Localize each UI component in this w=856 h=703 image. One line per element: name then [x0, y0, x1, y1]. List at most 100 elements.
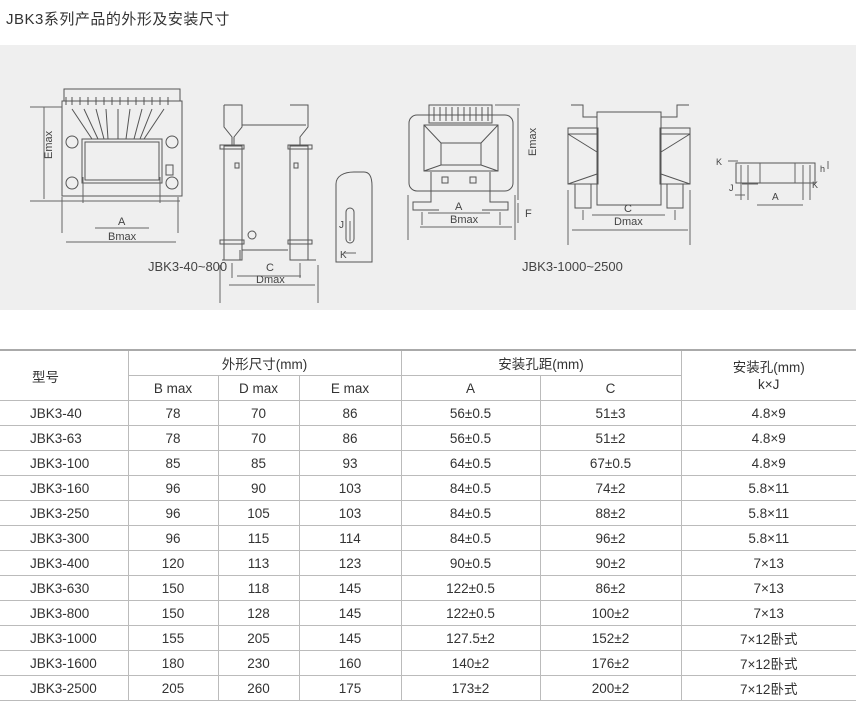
mounting-hole-detail	[335, 171, 373, 263]
front-view-small	[30, 88, 183, 243]
cell-dmax: 230	[217, 650, 299, 676]
cell-emax: 86	[298, 425, 401, 451]
cell-c: 100±2	[539, 600, 681, 626]
cell-a: 90±0.5	[400, 550, 540, 576]
cell-emax: 160	[298, 650, 401, 676]
cell-a: 56±0.5	[400, 425, 540, 451]
label-emax: Emax	[43, 130, 55, 159]
table-row: JBK3-100 85 85 93 64±0.5 67±0.5 4.8×9	[0, 450, 856, 476]
cell-model: JBK3-250	[0, 500, 128, 526]
cell-emax: 103	[298, 475, 401, 501]
cell-model: JBK3-630	[0, 575, 128, 601]
cell-dmax: 128	[217, 600, 299, 626]
label-bmax-2: Bmax	[450, 214, 479, 226]
cell-kj: 5.8×11	[680, 525, 856, 551]
cell-emax: 145	[298, 600, 401, 626]
cell-bmax: 120	[127, 550, 218, 576]
cell-a: 173±2	[400, 675, 540, 701]
cell-c: 176±2	[539, 650, 681, 676]
cell-a: 56±0.5	[400, 400, 540, 426]
cell-kj: 5.8×11	[680, 475, 856, 501]
cell-dmax: 205	[217, 625, 299, 651]
cell-model: JBK3-40	[0, 400, 128, 426]
cell-bmax: 96	[127, 525, 218, 551]
cell-kj: 4.8×9	[680, 400, 856, 426]
cell-emax: 145	[298, 625, 401, 651]
cell-emax: 123	[298, 550, 401, 576]
table-row: JBK3-160 96 90 103 84±0.5 74±2 5.8×11	[0, 475, 856, 501]
cell-dmax: 70	[217, 425, 299, 451]
cell-emax: 86	[298, 400, 401, 426]
cell-kj: 7×12卧式	[680, 675, 856, 701]
label-dmax: Dmax	[256, 274, 285, 286]
cell-dmax: 118	[217, 575, 299, 601]
table-row: JBK3-630 150 118 145 122±0.5 86±2 7×13	[0, 575, 856, 601]
cell-c: 74±2	[539, 475, 681, 501]
cell-bmax: 96	[127, 475, 218, 501]
cell-bmax: 180	[127, 650, 218, 676]
label-a-3: A	[772, 192, 779, 203]
table-row: JBK3-63 78 70 86 56±0.5 51±2 4.8×9	[0, 425, 856, 451]
cell-dmax: 70	[217, 400, 299, 426]
cell-model: JBK3-800	[0, 600, 128, 626]
cell-a: 140±2	[400, 650, 540, 676]
table-row: JBK3-1000 155 205 145 127.5±2 152±2 7×12卧式	[0, 625, 856, 651]
label-j-2: J	[729, 183, 734, 193]
cell-dmax: 115	[217, 525, 299, 551]
dimensions-table: 型号 外形尺寸(mm) 安装孔距(mm) 安装孔(mm) k×J B max D…	[0, 349, 856, 701]
cell-model: JBK3-1000	[0, 625, 128, 651]
header-bmax: B max	[127, 375, 218, 401]
table-row: JBK3-800 150 128 145 122±0.5 100±2 7×13	[0, 600, 856, 626]
label-c: C	[266, 262, 274, 274]
header-hole: 安装孔(mm) k×J	[680, 349, 856, 401]
cell-bmax: 155	[127, 625, 218, 651]
label-f: F	[525, 208, 532, 220]
cell-bmax: 96	[127, 500, 218, 526]
cell-a: 122±0.5	[400, 575, 540, 601]
header-spacing: 安装孔距(mm)	[400, 349, 681, 376]
side-view-large	[567, 104, 691, 245]
header-outline: 外形尺寸(mm)	[127, 349, 401, 376]
header-a: A	[400, 375, 540, 401]
cell-model: JBK3-2500	[0, 675, 128, 701]
cell-bmax: 78	[127, 400, 218, 426]
cell-emax: 93	[298, 450, 401, 476]
cell-bmax: 150	[127, 575, 218, 601]
label-dmax-2: Dmax	[614, 216, 643, 228]
cell-kj: 7×13	[680, 550, 856, 576]
label-j: J	[339, 220, 344, 231]
label-k-3: K	[812, 180, 818, 190]
mounting-hole-detail-large	[728, 160, 829, 206]
cell-a: 64±0.5	[400, 450, 540, 476]
header-dmax: D max	[217, 375, 299, 401]
cell-model: JBK3-160	[0, 475, 128, 501]
cell-c: 88±2	[539, 500, 681, 526]
cell-a: 84±0.5	[400, 475, 540, 501]
cell-c: 51±3	[539, 400, 681, 426]
table-row: JBK3-2500 205 260 175 173±2 200±2 7×12卧式	[0, 675, 856, 701]
cell-kj: 7×12卧式	[680, 650, 856, 676]
cell-bmax: 150	[127, 600, 218, 626]
label-a: A	[118, 216, 126, 228]
cell-kj: 7×13	[680, 600, 856, 626]
label-k: K	[340, 250, 347, 261]
table-row: JBK3-300 96 115 114 84±0.5 96±2 5.8×11	[0, 525, 856, 551]
label-bmax: Bmax	[108, 231, 137, 243]
cell-emax: 175	[298, 675, 401, 701]
table-row: JBK3-40 78 70 86 56±0.5 51±3 4.8×9	[0, 400, 856, 426]
outline-drawings: Emax A Bmax C Dmax J K	[30, 88, 829, 303]
cell-a: 84±0.5	[400, 500, 540, 526]
header-c: C	[539, 375, 681, 401]
label-a-2: A	[455, 201, 463, 213]
cell-a: 84±0.5	[400, 525, 540, 551]
header-hole-title: 安装孔(mm)	[732, 359, 805, 375]
cell-kj: 4.8×9	[680, 425, 856, 451]
header-model: 型号	[0, 349, 128, 401]
caption-jbk3-40-800: JBK3-40~800	[148, 259, 227, 274]
cell-dmax: 85	[217, 450, 299, 476]
cell-bmax: 205	[127, 675, 218, 701]
cell-c: 67±0.5	[539, 450, 681, 476]
cell-model: JBK3-100	[0, 450, 128, 476]
cell-bmax: 78	[127, 425, 218, 451]
page-title: JBK3系列产品的外形及安装尺寸	[6, 11, 230, 28]
